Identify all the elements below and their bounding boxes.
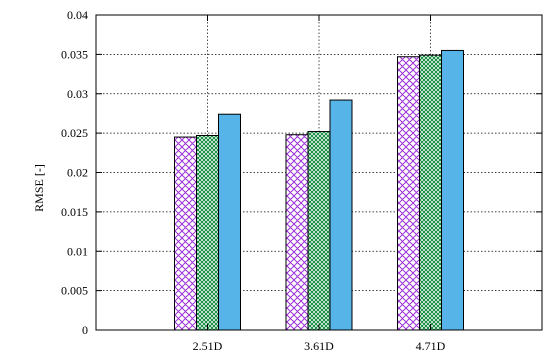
y-tick-label: 0.035 (61, 47, 88, 61)
y-tick-label: 0.03 (67, 87, 88, 101)
bar (308, 131, 330, 330)
y-tick-label: 0.04 (67, 8, 88, 22)
y-tick-label: 0.02 (67, 166, 88, 180)
y-tick-label: 0.005 (61, 284, 88, 298)
y-tick-label: 0.01 (67, 244, 88, 258)
plot-frame (95, 14, 543, 331)
y-tick-label: 0.025 (61, 126, 88, 140)
y-axis-label: RMSE [-] (32, 164, 46, 212)
axes: 0 0.005 0.01 0.015 0.02 0.025 0.03 0.035 0.04 2.5… (61, 8, 543, 353)
bar (174, 137, 197, 330)
bar (330, 100, 352, 330)
x-tick-label: 3.61D (304, 339, 334, 353)
x-tick-label: 4.71D (416, 339, 446, 353)
bars (174, 49, 464, 331)
bar (218, 114, 241, 330)
y-tick-label: 0.015 (61, 205, 88, 219)
bar (441, 50, 464, 330)
x-tick-label: 2.51D (193, 339, 223, 353)
bar (419, 55, 442, 330)
bar (397, 56, 420, 331)
y-tick-label: 0 (82, 323, 88, 337)
bar (196, 135, 219, 330)
bar (286, 134, 308, 330)
